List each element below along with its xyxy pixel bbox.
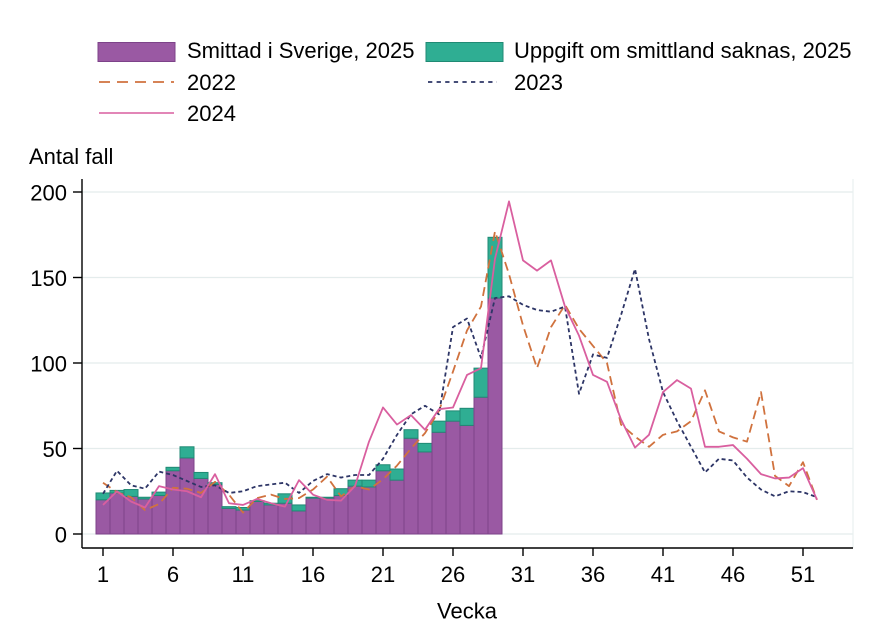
svg-text:0: 0 bbox=[55, 523, 67, 548]
svg-text:100: 100 bbox=[30, 352, 67, 377]
svg-text:1: 1 bbox=[97, 562, 109, 587]
svg-text:150: 150 bbox=[30, 266, 67, 291]
svg-text:Smittad i Sverige, 2025: Smittad i Sverige, 2025 bbox=[187, 38, 414, 63]
svg-text:41: 41 bbox=[651, 562, 675, 587]
svg-text:31: 31 bbox=[511, 562, 535, 587]
svg-text:200: 200 bbox=[30, 181, 67, 206]
svg-text:Vecka: Vecka bbox=[437, 599, 498, 624]
svg-text:21: 21 bbox=[371, 562, 395, 587]
svg-text:46: 46 bbox=[721, 562, 745, 587]
svg-text:51: 51 bbox=[791, 562, 815, 587]
svg-text:Antal fall: Antal fall bbox=[29, 144, 113, 169]
svg-text:26: 26 bbox=[441, 562, 465, 587]
svg-text:11: 11 bbox=[232, 562, 255, 587]
svg-text:2024: 2024 bbox=[187, 101, 236, 126]
svg-text:2023: 2023 bbox=[514, 70, 563, 95]
svg-text:6: 6 bbox=[167, 562, 179, 587]
svg-text:16: 16 bbox=[301, 562, 325, 587]
svg-text:36: 36 bbox=[581, 562, 605, 587]
svg-text:Uppgift om smittland saknas, 2: Uppgift om smittland saknas, 2025 bbox=[514, 38, 852, 63]
svg-text:50: 50 bbox=[43, 437, 67, 462]
svg-text:2022: 2022 bbox=[187, 70, 236, 95]
